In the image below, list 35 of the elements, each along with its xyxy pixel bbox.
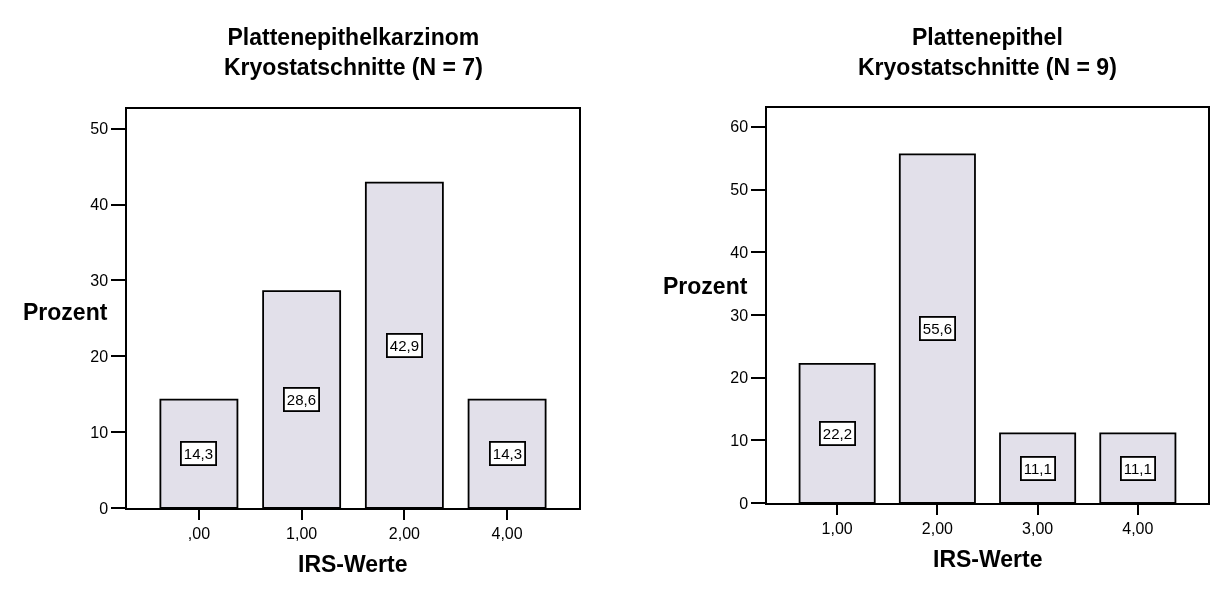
y-tick-label: 30 (90, 272, 109, 290)
chart-title: Plattenepithel Kryostatschnitte (N = 9) (858, 24, 1117, 80)
y-tick-label: 50 (730, 181, 749, 199)
x-tick-label: 4,00 (1122, 519, 1154, 537)
x-tick-label: ,00 (187, 524, 211, 542)
x-tick-label: 2,00 (388, 524, 421, 542)
data-label: 14,3 (492, 444, 522, 462)
y-axis-title: Prozent (23, 299, 108, 325)
data-label: 14,3 (183, 444, 213, 462)
y-tick-label: 60 (730, 118, 749, 136)
y-tick-label: 20 (90, 347, 109, 365)
y-tick-label: 30 (730, 306, 749, 324)
x-axis-title: IRS-Werte (298, 551, 408, 577)
data-label: 11,1 (1023, 459, 1052, 477)
chart-title: Plattenepithelkarzinom Kryostatschnitte (N = 7) (224, 24, 483, 80)
x-tick-label: 4,00 (491, 524, 523, 542)
y-tick-label: 0 (99, 499, 109, 517)
y-tick-label: 10 (90, 423, 109, 441)
x-axis-title: IRS-Werte (933, 546, 1043, 572)
data-label: 11,1 (1123, 459, 1152, 477)
data-label: 55,6 (922, 319, 952, 337)
data-label: 28,6 (286, 390, 316, 408)
x-tick-label: 3,00 (1022, 519, 1054, 537)
x-tick-label: 2,00 (921, 519, 954, 537)
y-tick-label: 20 (730, 369, 749, 387)
data-label: 22,2 (822, 424, 852, 442)
y-tick-label: 50 (90, 120, 109, 138)
data-label: 42,9 (389, 336, 419, 354)
y-tick-label: 40 (730, 243, 749, 261)
x-tick-label: 1,00 (286, 524, 318, 542)
y-tick-label: 10 (730, 431, 749, 449)
x-tick-label: 1,00 (821, 519, 853, 537)
y-tick-label: 40 (90, 196, 109, 214)
y-tick-label: 0 (739, 494, 749, 512)
y-axis-title: Prozent (663, 273, 748, 299)
